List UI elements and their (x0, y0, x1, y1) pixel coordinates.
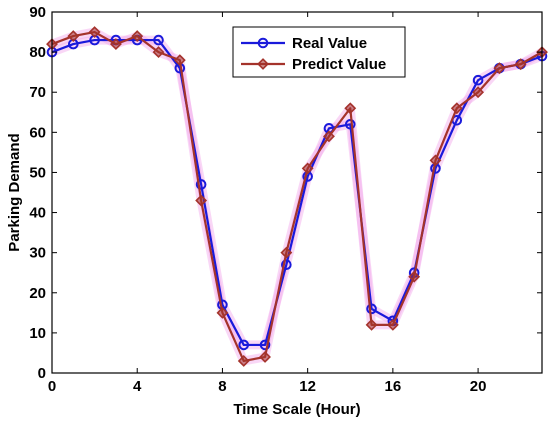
data-point (109, 38, 122, 51)
y-tick-label: 40 (29, 205, 46, 222)
data-point (67, 30, 80, 42)
data-point (514, 58, 527, 71)
data-point (195, 194, 208, 207)
data-point (429, 154, 442, 167)
x-tick-label: 8 (218, 378, 226, 395)
data-point (472, 74, 484, 86)
series-layer (46, 26, 548, 367)
data-point (88, 26, 101, 38)
data-point (152, 46, 165, 59)
data-point (365, 318, 378, 331)
x-tick-label: 20 (470, 378, 487, 395)
data-point (173, 54, 186, 67)
data-point (216, 306, 229, 319)
data-point (472, 86, 485, 99)
legend-marker-real-value (257, 37, 269, 49)
data-point (323, 130, 335, 143)
data-point (238, 339, 250, 351)
series-predict-value (46, 26, 548, 367)
data-point (344, 102, 357, 115)
data-point (259, 339, 271, 351)
data-point (153, 34, 164, 46)
data-point (493, 62, 506, 75)
data-point (237, 355, 250, 367)
y-tick-label: 90 (29, 4, 46, 21)
x-tick-label: 12 (299, 378, 316, 395)
data-point (344, 119, 356, 130)
y-tick-label: 20 (29, 285, 46, 302)
data-point (195, 179, 207, 190)
data-point (280, 246, 293, 259)
plot-frame (51, 11, 543, 374)
y-tick-label: 10 (29, 325, 46, 342)
legend-label-real-value: Real Value (292, 35, 367, 52)
y-axis-title: Parking Demand (6, 133, 23, 251)
legend-box (232, 26, 406, 78)
data-point (366, 303, 377, 315)
y-tick-label: 80 (29, 44, 46, 61)
legend-marker-predict-value (257, 58, 269, 70)
data-point (301, 162, 314, 175)
y-tick-label: 60 (29, 124, 46, 141)
data-point (131, 30, 144, 42)
data-point (386, 318, 399, 331)
data-point (408, 270, 421, 283)
axes: 0 4 8 12 16 20 0 10 20 30 40 50 60 70 80 90 (29, 4, 543, 395)
y-tick-label: 50 (29, 164, 46, 181)
legend: Real Value Predict Value (232, 26, 406, 78)
x-axis-title: Time Scale (Hour) (233, 401, 360, 418)
x-tick-label: 4 (133, 378, 142, 395)
y-tick-label: 0 (38, 365, 46, 382)
y-tick-label: 30 (29, 245, 46, 262)
data-point (281, 259, 292, 271)
y-tick-label: 70 (29, 84, 46, 101)
legend-label-predict-value: Predict Value (292, 56, 386, 73)
x-tick-label: 0 (48, 378, 56, 395)
data-point (259, 351, 271, 363)
x-tick-label: 16 (385, 378, 402, 395)
data-point (450, 102, 463, 115)
